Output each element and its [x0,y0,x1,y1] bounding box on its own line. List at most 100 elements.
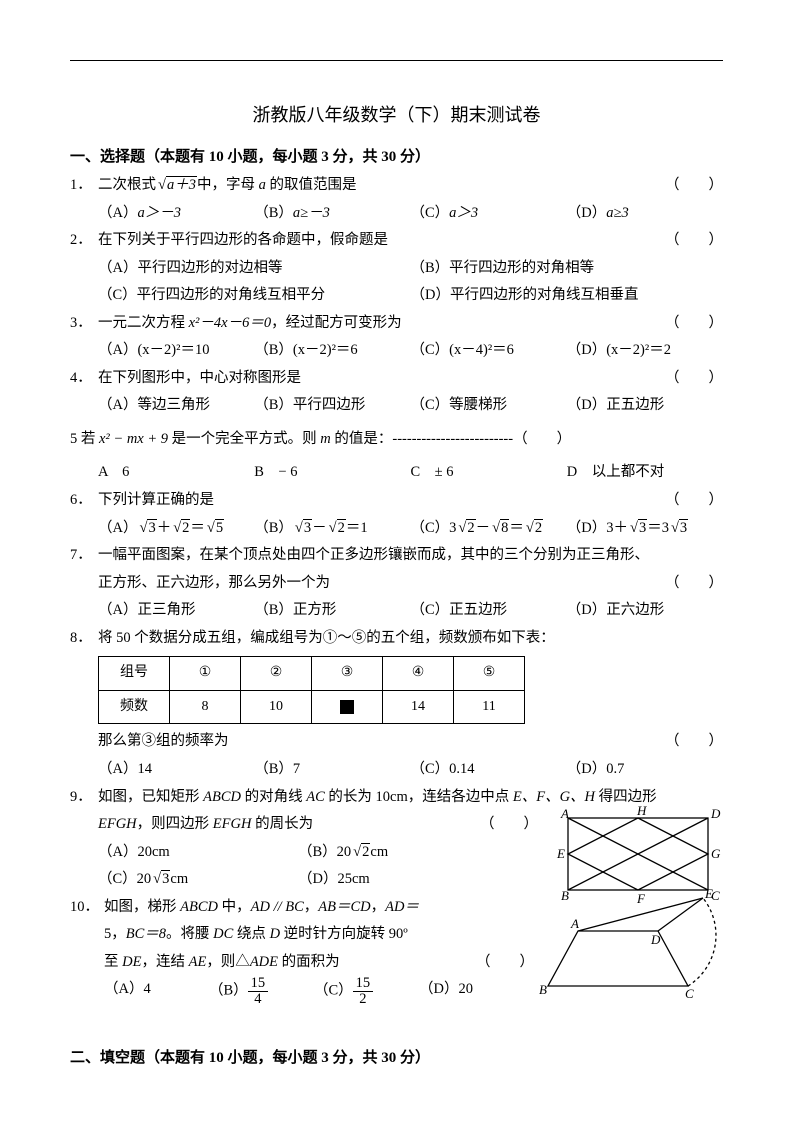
sqrt-icon: 5 [205,515,224,543]
q3-opt-b: （B）(x－2)²＝6 [254,337,410,365]
q5-text: 5 若 x² − mx + 9 是一个完全平方式。则 m 的值是：-------… [70,426,723,454]
q8-opt-d: （D）0.7 [567,756,723,784]
fraction-icon: 152 [353,976,374,1006]
question-9: 9． 如图，已知矩形 ABCD 的对角线 AC 的长为 10cm，连结各边中点 … [70,784,723,894]
q7-line2: 正方形、正六边形，那么另外一个为 [98,570,663,598]
q7-opt-b: （B）正方形 [254,597,410,625]
sqrt-icon: 2 [524,515,543,543]
q10-line2: 5，BC＝8。将腰 DC 绕点 D 逆时针方向旋转 90º [104,921,474,949]
q5-opt-d: D 以上都不对 [567,459,723,487]
sqrt-icon: a＋3 [156,172,197,200]
sqrt-icon: 3 [293,515,312,543]
q4-opt-a: （A）等边三角形 [98,392,254,420]
q2-opt-b: （B）平行四边形的对角相等 [411,255,724,283]
sqrt-icon: 2 [171,515,190,543]
q8-text: 将 50 个数据分成五组，编成组号为①～⑤的五个组，频数颁布如下表： [98,625,723,653]
q2-num: 2． [70,227,98,255]
q9-opt-b: （B）202cm [298,839,498,867]
label-e: E [704,886,713,901]
question-8: 8． 将 50 个数据分成五组，编成组号为①～⑤的五个组，频数颁布如下表： 组号… [70,625,723,784]
q9-num: 9． [70,784,98,812]
section-2-heading: 二、填空题（本题有 10 小题，每小题 3 分，共 30 分） [70,1046,723,1067]
q8-v5: 11 [454,690,525,724]
q9-opt-c: （C）203cm [98,866,298,894]
answer-blank: （ ） [663,172,723,200]
label-e: E [556,846,565,861]
q6-opt-d: （D）3＋3＝33 [567,515,723,543]
q2-text: 在下列关于平行四边形的各命题中，假命题是 [98,227,663,255]
label-h: H [636,806,647,818]
q1-opt-a: （A）a＞－3 [98,200,254,228]
q8-c2: ② [241,657,312,691]
q4-opt-d: （D）正五边形 [567,392,723,420]
question-10: 10． 如图，梯形 ABCD 中，AD // BC，AB＝CD，AD＝ 5，BC… [70,894,723,1007]
q6-opt-c: （C）32－8＝2 [411,515,567,543]
label-c: C [685,986,694,1001]
label-g: G [711,846,721,861]
q8-c4: ④ [383,657,454,691]
exam-title: 浙教版八年级数学（下）期末测试卷 [70,101,723,127]
q10-line1: 如图，梯形 ABCD 中，AD // BC，AB＝CD，AD＝ [104,894,474,922]
sqrt-icon: 2 [351,839,370,867]
table-row: 频数 8 10 14 11 [99,690,525,724]
q4-num: 4． [70,365,98,393]
q10-opt-d: （D）20 [419,976,524,1006]
black-square-icon [340,700,354,714]
q10-line3: 至 DE，连结 AE，则△ADE 的面积为 [104,949,474,977]
q8-opt-c: （C）0.14 [411,756,567,784]
page: 浙教版八年级数学（下）期末测试卷 一、选择题（本题有 10 小题，每小题 3 分… [0,0,793,1122]
q1-opt-d: （D）a≥3 [567,200,723,228]
sqrt-icon: 3 [151,866,170,894]
q9-opt-a: （A）20cm [98,839,298,867]
table-row: 组号 ① ② ③ ④ ⑤ [99,657,525,691]
answer-blank: （ ） [474,949,534,977]
q2-opt-d: （D）平行四边形的对角线互相垂直 [411,282,724,310]
q1-text-b: 中，字母 [197,177,259,193]
q10-opt-b: （B）154 [209,976,314,1006]
q8-opt-a: （A）14 [98,756,254,784]
sqrt-icon: 3 [669,515,688,543]
q8-num: 8． [70,625,98,653]
q1-num: 1． [70,172,98,200]
q1-text: 二次根式a＋3中，字母 a 的取值范围是 [98,172,663,200]
q8-v4: 14 [383,690,454,724]
sqrt-icon: 3 [137,515,156,543]
q1-var: a [259,177,266,193]
answer-blank: （ ） [663,728,723,756]
answer-blank: （ ） [663,310,723,338]
q7-opt-a: （A）正三角形 [98,597,254,625]
question-5: 5 若 x² − mx + 9 是一个完全平方式。则 m 的值是：-------… [70,426,723,487]
q4-opt-c: （C）等腰梯形 [411,392,567,420]
section-1-heading: 一、选择题（本题有 10 小题，每小题 3 分，共 30 分） [70,145,723,166]
q6-opt-b: （B）3－2＝1 [254,515,410,543]
q8-c1: ① [170,657,241,691]
q9-line2: EFGH，则四边形 EFGH 的周长为 [98,811,478,839]
question-4: 4． 在下列图形中，中心对称图形是 （ ） （A）等边三角形 （B）平行四边形 … [70,365,723,420]
q3-opt-a: （A）(x－2)²＝10 [98,337,254,365]
q1-text-a: 二次根式 [98,177,156,193]
q1-opt-c: （C）a＞3 [411,200,567,228]
label-a: A [570,916,579,931]
q8-h2: 频数 [99,690,170,724]
q8-v2: 10 [241,690,312,724]
q5-opt-b: B − 6 [254,459,410,487]
q1-sqrt: a＋3 [166,176,197,193]
label-b: B [539,982,547,997]
label-d: D [710,806,721,821]
q8-v1: 8 [170,690,241,724]
q8-v3 [312,690,383,724]
label-d: D [650,932,661,947]
q7-opt-c: （C）正五边形 [411,597,567,625]
question-6: 6． 下列计算正确的是 （ ） （A）3＋2＝5 （B）3－2＝1 （C）32－… [70,487,723,542]
q9-opt-d: （D）25cm [298,866,498,894]
q2-opt-a: （A）平行四边形的对边相等 [98,255,411,283]
q10-opt-a: （A）4 [104,976,209,1006]
sqrt-icon: 2 [327,515,346,543]
q8-opt-b: （B）7 [254,756,410,784]
q10-num: 10． [70,894,104,922]
q5-opt-a: A 6 [98,459,254,487]
sqrt-icon: 3 [628,515,647,543]
answer-blank: （ ） [663,365,723,393]
q8-c3: ③ [312,657,383,691]
q5-opt-c: C ± 6 [411,459,567,487]
